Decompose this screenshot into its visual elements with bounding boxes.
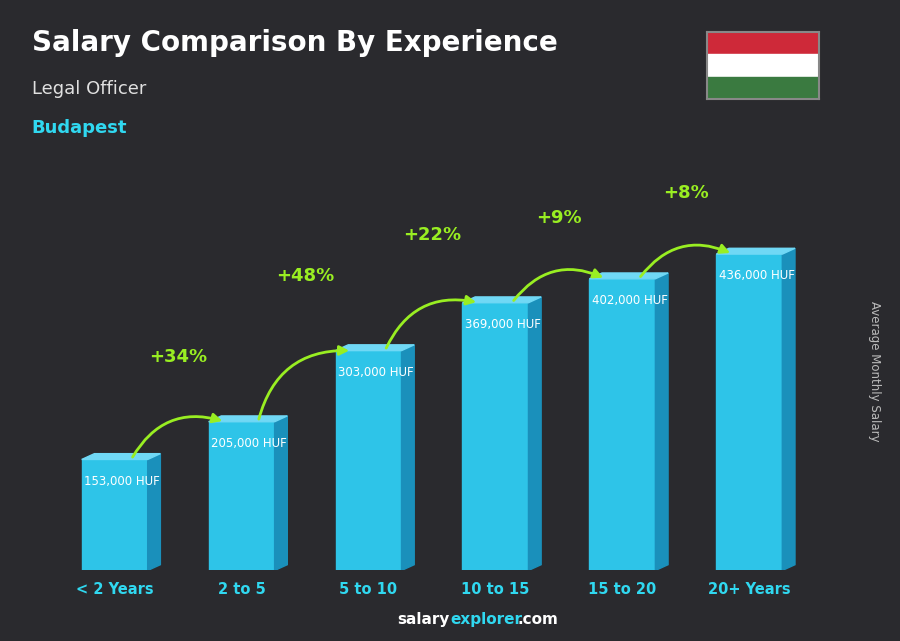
Polygon shape	[655, 273, 668, 570]
Text: +34%: +34%	[149, 348, 207, 366]
Text: +8%: +8%	[663, 185, 708, 203]
Polygon shape	[782, 248, 795, 570]
FancyArrowPatch shape	[132, 414, 220, 457]
Polygon shape	[463, 297, 541, 303]
Text: +48%: +48%	[276, 267, 334, 285]
Bar	[463, 303, 528, 570]
Polygon shape	[148, 454, 160, 570]
Bar	[82, 460, 148, 570]
FancyArrowPatch shape	[641, 245, 727, 276]
Text: +22%: +22%	[403, 226, 461, 244]
Text: 436,000 HUF: 436,000 HUF	[719, 269, 795, 283]
Polygon shape	[209, 416, 287, 422]
Bar	[706, 32, 819, 54]
Text: 369,000 HUF: 369,000 HUF	[465, 318, 541, 331]
Text: 402,000 HUF: 402,000 HUF	[592, 294, 668, 307]
Bar	[590, 279, 655, 570]
Text: 303,000 HUF: 303,000 HUF	[338, 366, 414, 379]
Polygon shape	[528, 297, 541, 570]
Text: Legal Officer: Legal Officer	[32, 80, 146, 98]
Text: 153,000 HUF: 153,000 HUF	[85, 475, 160, 488]
Bar	[209, 422, 274, 570]
Text: Average Monthly Salary: Average Monthly Salary	[868, 301, 881, 442]
Text: Budapest: Budapest	[32, 119, 127, 137]
Bar	[706, 77, 819, 99]
FancyArrowPatch shape	[259, 347, 346, 419]
Text: 205,000 HUF: 205,000 HUF	[212, 437, 287, 450]
Polygon shape	[274, 416, 287, 570]
Bar	[706, 54, 819, 77]
Polygon shape	[716, 248, 795, 254]
Bar	[716, 254, 782, 570]
Bar	[336, 351, 401, 570]
Polygon shape	[336, 345, 414, 351]
Text: Salary Comparison By Experience: Salary Comparison By Experience	[32, 29, 557, 57]
Text: .com: .com	[518, 612, 558, 627]
Polygon shape	[82, 454, 160, 460]
Text: +9%: +9%	[536, 210, 581, 228]
Text: explorer: explorer	[450, 612, 522, 627]
Polygon shape	[401, 345, 414, 570]
Text: salary: salary	[398, 612, 450, 627]
Polygon shape	[590, 273, 668, 279]
FancyArrowPatch shape	[514, 269, 600, 301]
FancyArrowPatch shape	[386, 296, 473, 348]
